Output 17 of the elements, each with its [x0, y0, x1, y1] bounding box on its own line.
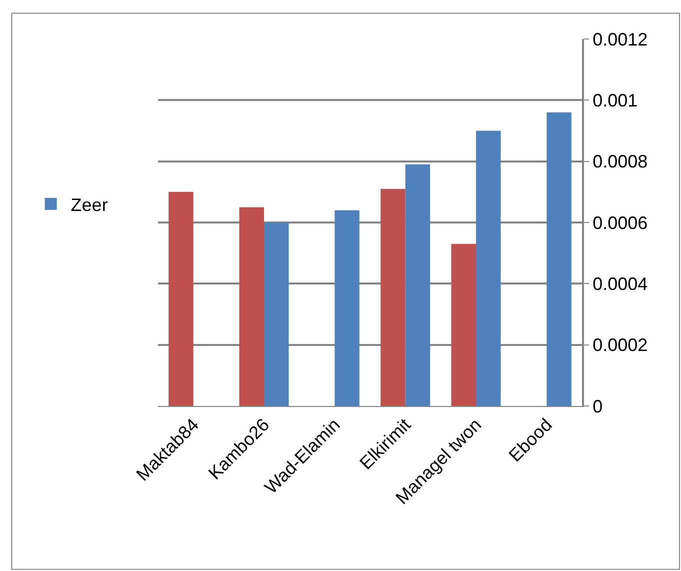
legend-label: Zeer: [70, 194, 108, 215]
y-tick-label: 0.0002: [592, 335, 648, 356]
y-tick-label: 0: [592, 396, 603, 416]
bar: [264, 222, 289, 406]
y-tick-label: 0.0012: [592, 29, 648, 50]
bar: [168, 192, 194, 406]
y-tick-label: 0.0008: [592, 152, 648, 172]
bar: [334, 210, 360, 406]
bar: [405, 164, 430, 406]
bar: [546, 112, 572, 406]
bar: [239, 207, 264, 406]
y-tick-label: 0.001: [592, 90, 638, 110]
bar: [380, 188, 406, 406]
bar: [476, 130, 501, 406]
bar: [451, 244, 476, 406]
y-tick-label: 0.0004: [592, 274, 648, 294]
y-tick-label: 0.0006: [592, 212, 648, 233]
